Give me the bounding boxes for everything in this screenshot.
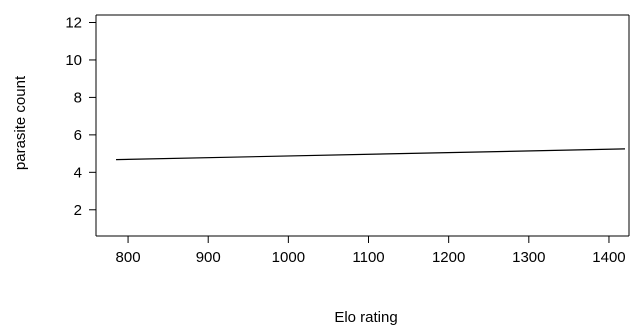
- x-axis: 800 900 1000 1100 1200 1300 1400: [96, 235, 629, 266]
- y-tick-label: 10: [65, 52, 82, 69]
- y-tick-label: 8: [74, 89, 82, 106]
- y-tick-label: 4: [74, 164, 82, 181]
- series-layer: [116, 148, 626, 161]
- y-tick-label: 2: [74, 202, 82, 219]
- plot-frame: [96, 14, 630, 236]
- y-tick-label: 6: [74, 127, 82, 144]
- y-tick-label: 12: [65, 14, 82, 31]
- x-tick-label: 900: [196, 249, 221, 266]
- x-axis-title: Elo rating: [334, 309, 397, 325]
- x-tick-label: 1100: [352, 249, 384, 266]
- x-tick-label: 800: [116, 249, 141, 266]
- x-tick-label: 1300: [512, 249, 545, 266]
- x-tick-label: 1400: [592, 249, 625, 266]
- x-tick-label: 1200: [432, 249, 465, 266]
- y-axis-title: parasite count: [12, 75, 29, 170]
- y-axis: 2 4 6 8 10 12: [65, 14, 97, 236]
- series-line: [116, 148, 626, 161]
- x-tick-label: 1000: [272, 249, 305, 266]
